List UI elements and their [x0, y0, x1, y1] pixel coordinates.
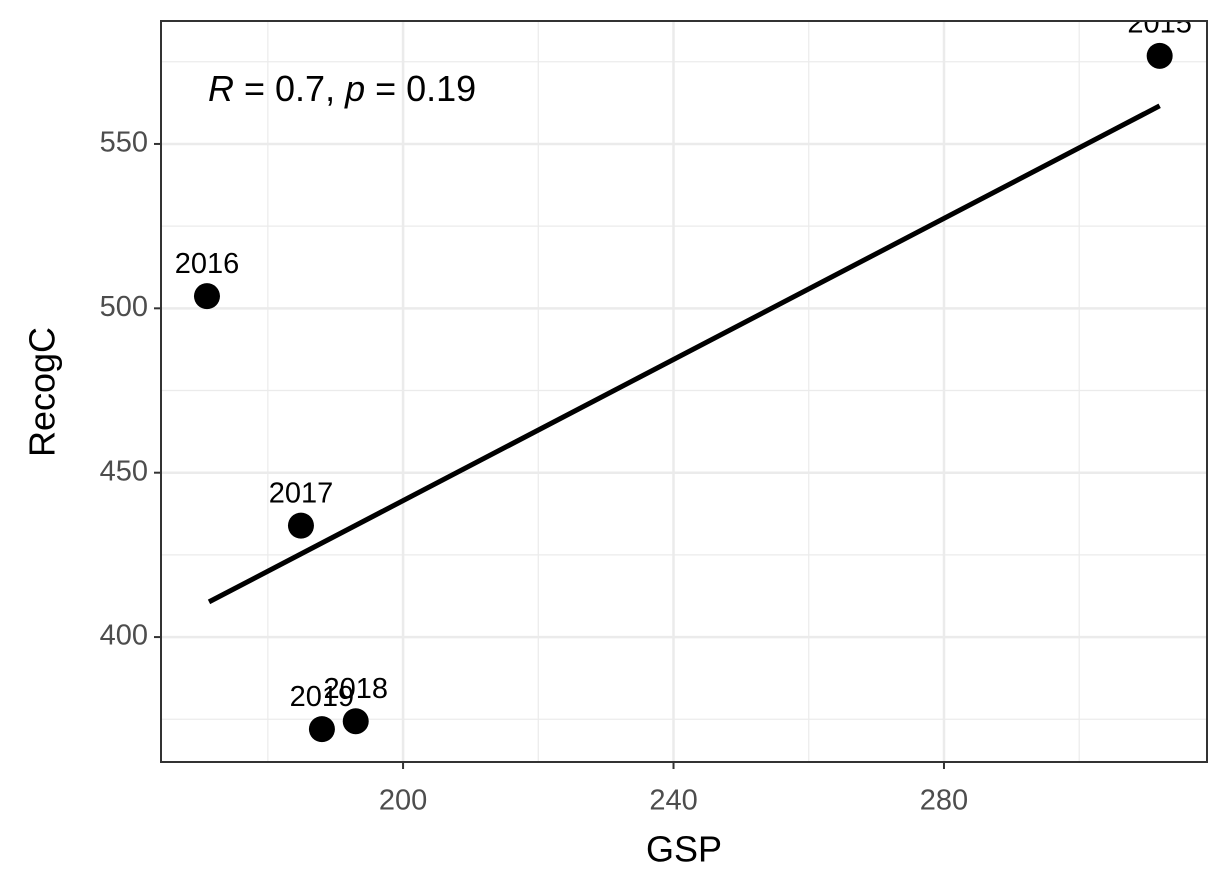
point-label: 2018 — [323, 673, 388, 705]
panel-border — [160, 20, 1208, 763]
y-tick-label: 400 — [100, 620, 148, 652]
point-label: 2015 — [1127, 8, 1192, 40]
fit-line — [207, 103, 1161, 605]
y-tick-label: 500 — [100, 291, 148, 323]
y-axis-title: RecogC — [22, 327, 63, 457]
x-tick-label: 280 — [920, 785, 968, 817]
annotation-part: p — [344, 68, 365, 109]
point — [1146, 42, 1173, 69]
point — [342, 708, 369, 735]
y-tick-label: 450 — [100, 455, 148, 487]
x-tick-label: 240 — [649, 785, 697, 817]
point-label: 2016 — [175, 248, 240, 280]
grid — [161, 21, 1207, 762]
annotation-part: = 0.7, — [234, 68, 345, 109]
annotation: R = 0.7, p = 0.19 — [208, 68, 476, 109]
x-axis-title: GSP — [646, 829, 722, 870]
y-tick-label: 550 — [100, 127, 148, 159]
annotation-part: R — [208, 68, 234, 109]
annotation-part: = 0.19 — [365, 68, 476, 109]
x-tick-label: 200 — [379, 785, 427, 817]
point — [193, 283, 220, 310]
axes: 200 240 280 400 450 500 550 — [100, 127, 969, 817]
point-label: 2019 — [290, 681, 355, 713]
point — [308, 716, 335, 743]
point — [287, 512, 314, 539]
point-label: 2017 — [269, 477, 334, 509]
